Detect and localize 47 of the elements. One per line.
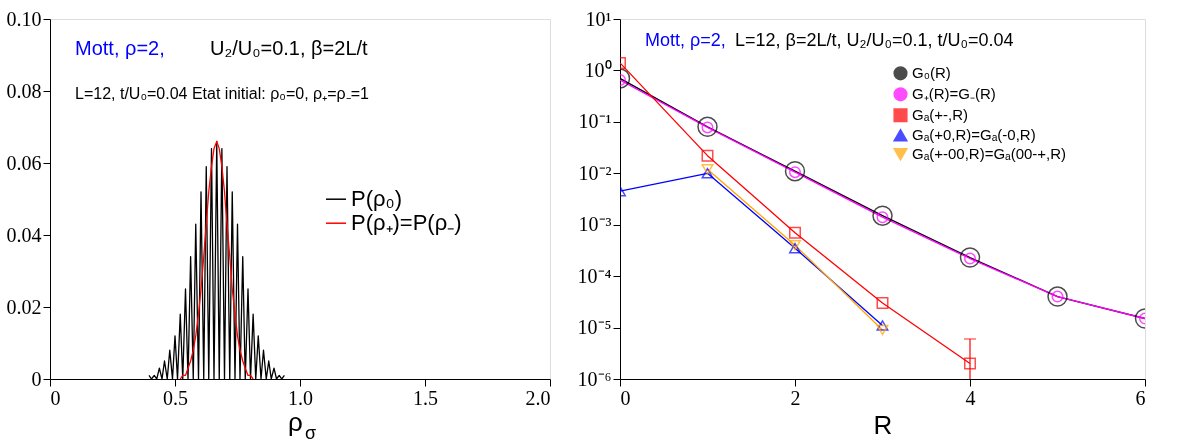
y-tick-label: 10⁻² [578,161,612,184]
point [701,167,714,179]
y-tick-label: 10⁻⁶ [577,367,612,390]
x-tick-label: 1.5 [413,386,438,409]
y-tick-label: 10⁻⁵ [577,316,612,339]
y-tick-label: 0.08 [6,79,42,102]
line-series [179,140,254,379]
point [697,116,718,138]
y-tick-label: 0.10 [6,7,42,30]
x-tick-label: 4 [965,386,976,409]
x-tick-label: 2 [790,386,801,409]
x-tick-label: 0 [50,386,61,409]
annotation: L=12, β=2L/t, U₂/U₀=0.1, t/U₀=0.04 [735,30,1014,50]
y-tick-label: 0 [31,367,42,390]
point [876,320,889,331]
y-tick-label: 10⁰ [584,58,612,81]
annotation: Mott, ρ=2, [75,37,165,59]
legend-label: P(ρ₀) [351,186,402,212]
y-tick-label: 10¹ [585,7,612,30]
y-tick-label: 0.02 [6,295,42,318]
y-tick-label: 10⁻¹ [578,110,612,133]
x-tick-label: 6 [1135,386,1146,409]
point [872,205,893,226]
annotation: L=12, t/U₀=0.04 Etat initial: ρ₀=0, ρ₊=ρ₋=1 [75,85,369,102]
y-tick-label: 0.06 [6,151,42,174]
y-tick-label: 10⁻³ [578,213,612,236]
x-tick-label: 1.0 [288,386,313,409]
x-tick-label: 0 [620,386,631,409]
point [784,160,806,182]
x-axis-title: R [873,409,893,440]
legend-label: Gₐ(+0,R)=Gₐ(-0,R) [912,126,1036,144]
legend-label: G₀(R) [912,64,951,82]
point [964,357,976,370]
legend-label: Gₐ(+-,R) [912,106,968,124]
x-tick-label: 0.5 [163,386,188,409]
point [876,297,889,310]
point [701,149,714,162]
y-tick-label: 10⁻⁴ [577,264,612,287]
annotation: Mott, ρ=2, [645,30,726,50]
legend-label: G₊(R)=G₋(R) [912,85,996,103]
legend-label: Gₐ(+-00,R)=Gₐ(00-+,R) [912,145,1067,163]
annotation: U₂/U₀=0.1, β=2L/t [210,37,369,59]
point [789,226,801,239]
x-tick-label: 2.0 [525,386,551,409]
legend-label: P(ρ₊)=P(ρ₋) [351,210,462,236]
y-tick-label: 0.04 [6,223,42,246]
point [959,247,981,268]
